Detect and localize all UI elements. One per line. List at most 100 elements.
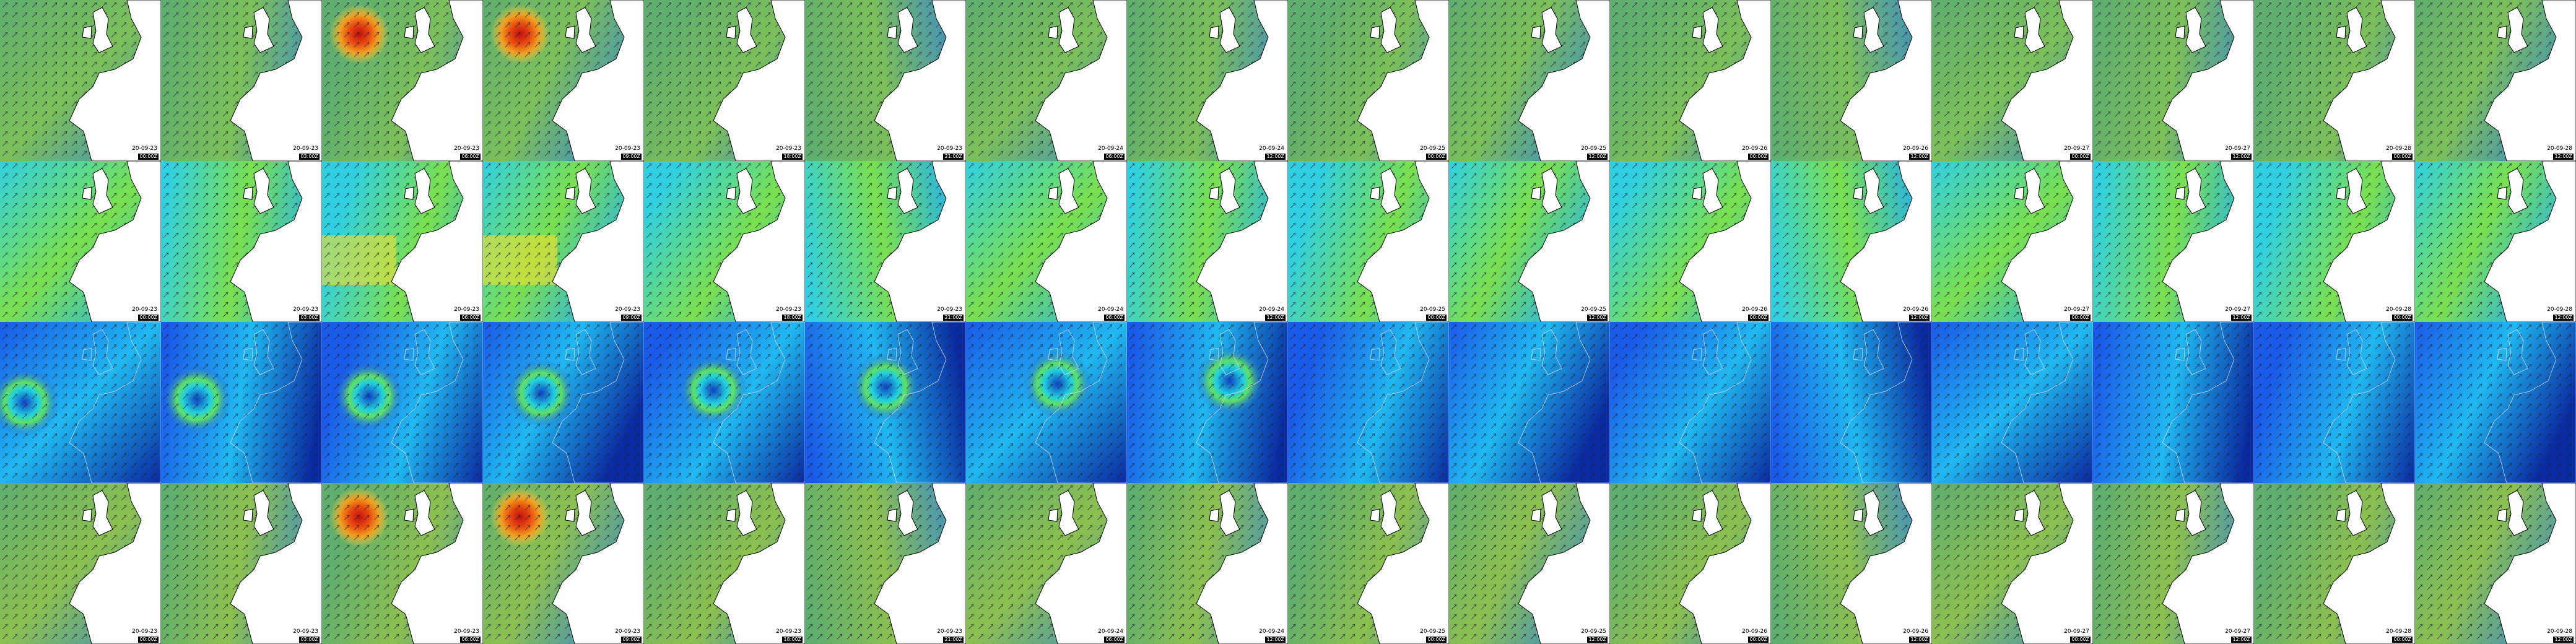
map bbox=[1127, 322, 1288, 483]
weather-map-thumbnail[interactable]: 20-09-26 00:00Z bbox=[1610, 0, 1771, 161]
weather-map-thumbnail[interactable] bbox=[966, 322, 1127, 483]
weather-map-thumbnail[interactable]: 20-09-23 00:00Z bbox=[0, 0, 161, 161]
weather-map-thumbnail[interactable]: 20-09-23 21:00Z bbox=[805, 483, 966, 644]
date-label: 20-09-23 bbox=[292, 629, 320, 635]
weather-map-thumbnail[interactable] bbox=[1932, 322, 2093, 483]
wind-arrows bbox=[0, 322, 161, 483]
weather-map-thumbnail[interactable]: 20-09-26 00:00Z bbox=[1610, 483, 1771, 644]
weather-map-thumbnail[interactable]: 20-09-25 12:00Z bbox=[1449, 161, 1610, 322]
weather-map-thumbnail[interactable] bbox=[1449, 322, 1610, 483]
weather-map-thumbnail[interactable]: 20-09-25 12:00Z bbox=[1449, 0, 1610, 161]
weather-map-thumbnail[interactable]: 20-09-24 06:00Z bbox=[966, 0, 1127, 161]
weather-map-thumbnail[interactable]: 20-09-28 12:00Z bbox=[2415, 161, 2576, 322]
weather-map-thumbnail[interactable]: 20-09-23 21:00Z bbox=[805, 161, 966, 322]
weather-map-thumbnail[interactable]: 20-09-23 09:00Z bbox=[483, 483, 644, 644]
weather-map-thumbnail[interactable]: 20-09-26 12:00Z bbox=[1771, 0, 1932, 161]
weather-map-thumbnail[interactable]: 20-09-27 00:00Z bbox=[1932, 0, 2093, 161]
weather-map-thumbnail[interactable]: 20-09-24 06:00Z bbox=[966, 161, 1127, 322]
weather-map-thumbnail[interactable]: 20-09-24 12:00Z bbox=[1127, 161, 1288, 322]
weather-map-thumbnail[interactable]: 20-09-23 00:00Z bbox=[0, 161, 161, 322]
coastline bbox=[552, 322, 644, 483]
weather-map-thumbnail[interactable]: 20-09-25 12:00Z bbox=[1449, 483, 1610, 644]
weather-map-thumbnail[interactable]: 20-09-23 03:00Z bbox=[161, 161, 322, 322]
date-label: 20-09-23 bbox=[614, 307, 642, 313]
weather-map-thumbnail[interactable]: 20-09-23 09:00Z bbox=[483, 0, 644, 161]
weather-map-thumbnail[interactable]: 20-09-27 12:00Z bbox=[2093, 483, 2254, 644]
weather-map-thumbnail[interactable]: 20-09-27 12:00Z bbox=[2093, 161, 2254, 322]
weather-map-thumbnail[interactable]: 20-09-28 00:00Z bbox=[2254, 483, 2415, 644]
time-label: 09:00Z bbox=[621, 637, 642, 643]
weather-map-thumbnail[interactable]: 20-09-28 12:00Z bbox=[2415, 0, 2576, 161]
land bbox=[565, 168, 596, 214]
weather-map-thumbnail[interactable]: 20-09-23 06:00Z bbox=[322, 161, 483, 322]
land bbox=[2175, 7, 2206, 53]
weather-map-thumbnail[interactable]: 20-09-23 06:00Z bbox=[322, 0, 483, 161]
weather-map-thumbnail[interactable]: 20-09-24 06:00Z bbox=[966, 483, 1127, 644]
weather-map-thumbnail[interactable]: 20-09-23 06:00Z bbox=[322, 483, 483, 644]
land bbox=[82, 7, 113, 53]
map bbox=[966, 161, 1127, 322]
coastline bbox=[1840, 322, 1932, 483]
date-label: 20-09-23 bbox=[292, 307, 320, 313]
weather-map-thumbnail[interactable]: 20-09-26 12:00Z bbox=[1771, 483, 1932, 644]
weather-map-thumbnail[interactable]: 20-09-24 12:00Z bbox=[1127, 483, 1288, 644]
time-label: 00:00Z bbox=[1426, 315, 1447, 321]
land bbox=[2336, 7, 2367, 53]
time-label: 12:00Z bbox=[1587, 154, 1608, 160]
weather-map-thumbnail[interactable]: 20-09-23 09:00Z bbox=[483, 161, 644, 322]
time-label: 00:00Z bbox=[1426, 637, 1447, 643]
weather-map-thumbnail[interactable]: 20-09-28 00:00Z bbox=[2254, 0, 2415, 161]
weather-map-thumbnail[interactable] bbox=[161, 322, 322, 483]
weather-map-thumbnail[interactable]: 20-09-25 00:00Z bbox=[1288, 0, 1449, 161]
weather-map-thumbnail[interactable] bbox=[322, 322, 483, 483]
map bbox=[161, 322, 322, 483]
weather-map-thumbnail[interactable]: 20-09-23 18:00Z bbox=[644, 0, 805, 161]
weather-map-thumbnail[interactable]: 20-09-26 00:00Z bbox=[1610, 161, 1771, 322]
date-label: 20-09-23 bbox=[131, 146, 159, 152]
weather-map-thumbnail[interactable]: 20-09-23 03:00Z bbox=[161, 483, 322, 644]
land bbox=[1035, 0, 1127, 161]
map bbox=[1127, 161, 1288, 322]
weather-map-thumbnail[interactable] bbox=[805, 322, 966, 483]
weather-map-thumbnail[interactable]: 20-09-25 00:00Z bbox=[1288, 161, 1449, 322]
land bbox=[82, 490, 113, 536]
land bbox=[1840, 0, 1932, 161]
coastline bbox=[1518, 322, 1610, 483]
land bbox=[1853, 7, 1884, 53]
weather-map-thumbnail[interactable] bbox=[1288, 322, 1449, 483]
weather-map-thumbnail[interactable]: 20-09-23 18:00Z bbox=[644, 483, 805, 644]
weather-map-thumbnail[interactable]: 20-09-23 21:00Z bbox=[805, 0, 966, 161]
weather-map-thumbnail[interactable]: 20-09-28 00:00Z bbox=[2254, 161, 2415, 322]
weather-map-thumbnail[interactable] bbox=[2093, 322, 2254, 483]
weather-map-thumbnail[interactable] bbox=[483, 322, 644, 483]
date-label: 20-09-26 bbox=[1741, 629, 1769, 635]
weather-map-thumbnail[interactable] bbox=[644, 322, 805, 483]
land bbox=[1518, 161, 1610, 322]
date-label: 20-09-23 bbox=[936, 307, 964, 313]
land bbox=[1035, 161, 1127, 322]
land bbox=[726, 490, 757, 536]
weather-map-thumbnail[interactable] bbox=[2254, 322, 2415, 483]
weather-map-thumbnail[interactable] bbox=[0, 322, 161, 483]
land bbox=[230, 483, 322, 644]
date-label: 20-09-27 bbox=[2063, 146, 2091, 152]
weather-map-thumbnail[interactable]: 20-09-28 12:00Z bbox=[2415, 483, 2576, 644]
weather-map-thumbnail[interactable]: 20-09-27 00:00Z bbox=[1932, 483, 2093, 644]
weather-map-thumbnail[interactable] bbox=[1610, 322, 1771, 483]
weather-map-thumbnail[interactable]: 20-09-25 00:00Z bbox=[1288, 483, 1449, 644]
weather-map-thumbnail[interactable]: 20-09-27 12:00Z bbox=[2093, 0, 2254, 161]
weather-map-thumbnail[interactable] bbox=[1127, 322, 1288, 483]
weather-map-thumbnail[interactable]: 20-09-26 12:00Z bbox=[1771, 161, 1932, 322]
map bbox=[483, 483, 644, 644]
weather-map-thumbnail[interactable]: 20-09-23 00:00Z bbox=[0, 483, 161, 644]
weather-map-thumbnail[interactable] bbox=[2415, 322, 2576, 483]
weather-map-thumbnail[interactable]: 20-09-23 18:00Z bbox=[644, 161, 805, 322]
weather-map-thumbnail[interactable]: 20-09-23 03:00Z bbox=[161, 0, 322, 161]
weather-map-thumbnail[interactable]: 20-09-24 12:00Z bbox=[1127, 0, 1288, 161]
map bbox=[1932, 322, 2093, 483]
map bbox=[1610, 322, 1771, 483]
wind-arrows bbox=[483, 322, 644, 483]
weather-map-thumbnail[interactable]: 20-09-27 00:00Z bbox=[1932, 161, 2093, 322]
weather-map-thumbnail[interactable] bbox=[1771, 322, 1932, 483]
map bbox=[2093, 161, 2254, 322]
